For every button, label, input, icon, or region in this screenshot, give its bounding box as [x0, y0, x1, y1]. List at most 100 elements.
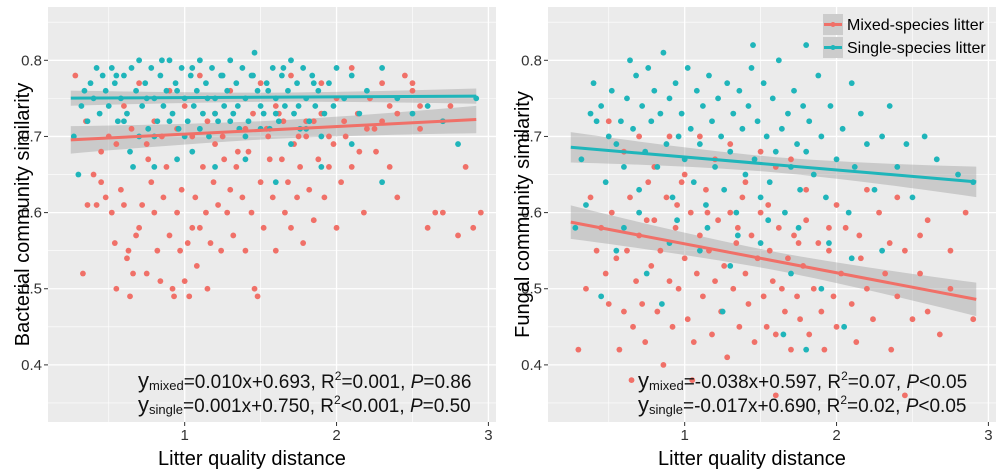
- data-point-single: [734, 232, 741, 239]
- data-point-mixed: [730, 285, 737, 292]
- data-point-single: [690, 179, 697, 186]
- data-point-mixed: [148, 179, 155, 186]
- data-point-mixed: [181, 103, 188, 109]
- data-point-single: [727, 148, 734, 155]
- data-point-single: [157, 72, 164, 79]
- data-point-mixed: [636, 133, 643, 140]
- data-point-single: [721, 186, 728, 193]
- data-point-single: [605, 133, 612, 140]
- data-point-single: [148, 65, 155, 71]
- y-tick-label: 0.7: [21, 128, 42, 145]
- data-point-single: [280, 65, 287, 71]
- data-point-mixed: [186, 293, 193, 300]
- data-point-single: [621, 164, 627, 170]
- data-point-mixed: [218, 247, 225, 254]
- data-point-single: [174, 87, 180, 94]
- data-point-mixed: [605, 118, 612, 125]
- data-point-mixed: [128, 125, 135, 132]
- data-point-mixed: [102, 194, 109, 201]
- data-point-mixed: [160, 194, 167, 201]
- data-point-single: [643, 270, 650, 277]
- data-point-single: [745, 103, 752, 109]
- data-point-mixed: [93, 202, 100, 208]
- data-point-mixed: [417, 103, 423, 109]
- data-point-mixed: [409, 80, 416, 87]
- data-point-mixed: [130, 270, 136, 277]
- y-tick-label: 0.5: [521, 281, 542, 298]
- data-point-single: [282, 103, 288, 109]
- data-point-single: [886, 103, 893, 109]
- data-point-mixed: [678, 179, 685, 186]
- data-point-single: [772, 148, 779, 155]
- data-point-single: [227, 57, 234, 64]
- data-point-single: [879, 247, 886, 254]
- regression-equations: ymixed=0.010x+0.693, R2=0.001, P=0.86ysi…: [138, 368, 471, 417]
- data-point-single: [839, 125, 846, 132]
- legend-point-icon: [830, 22, 836, 27]
- data-point-single: [757, 240, 764, 246]
- data-point-single: [857, 110, 864, 117]
- data-point-mixed: [373, 148, 379, 155]
- grid-lines: [548, 7, 996, 422]
- data-point-single: [704, 224, 711, 231]
- data-point-mixed: [447, 103, 454, 109]
- bacterial-panel: 1 2 3 0.4 0.5 0.6 0.7 0.8 Litter quality dista…: [12, 7, 496, 470]
- data-point-mixed: [318, 80, 325, 87]
- data-point-single: [706, 72, 712, 79]
- data-point-mixed: [864, 186, 870, 193]
- y-axis-title: Bacterial community similarity: [12, 83, 34, 346]
- x-tick-label: 1: [681, 427, 689, 444]
- data-point-mixed: [462, 164, 469, 170]
- data-point-single: [693, 87, 700, 94]
- data-point-single: [715, 95, 721, 102]
- data-point-single: [782, 209, 788, 216]
- data-point-single: [675, 133, 682, 140]
- data-point-mixed: [947, 247, 954, 254]
- data-point-mixed: [815, 240, 822, 246]
- fungal-panel: 1 2 3 0.4 0.5 0.6 0.7 0.8 Litter quality dista…: [512, 7, 996, 470]
- data-point-single: [158, 57, 165, 64]
- data-point-single: [818, 285, 825, 292]
- data-point-single: [409, 110, 416, 117]
- data-point-single: [265, 87, 272, 94]
- data-point-single: [955, 171, 961, 178]
- data-point-mixed: [704, 209, 711, 216]
- data-point-single: [657, 110, 664, 117]
- data-point-mixed: [348, 65, 355, 71]
- data-point-single: [775, 57, 782, 64]
- data-point-single: [127, 148, 133, 155]
- data-point-single: [736, 87, 743, 94]
- data-point-mixed: [803, 217, 810, 224]
- data-point-mixed: [721, 262, 728, 269]
- data-point-mixed: [769, 278, 776, 285]
- data-point-mixed: [788, 346, 794, 353]
- data-point-mixed: [772, 331, 779, 338]
- equation-mixed: ymixed=-0.038x+0.597, R2=0.07, P<0.05: [638, 368, 967, 393]
- data-point-mixed: [795, 240, 802, 246]
- data-point-mixed: [669, 323, 676, 330]
- data-point-single: [833, 156, 840, 163]
- data-point-single: [169, 110, 176, 117]
- data-point-single: [933, 156, 940, 163]
- data-point-single: [651, 87, 658, 94]
- data-point-mixed: [455, 232, 461, 239]
- data-point-mixed: [648, 262, 655, 269]
- data-point-mixed: [169, 285, 176, 292]
- data-point-single: [696, 247, 703, 254]
- data-point-single: [121, 118, 127, 125]
- data-point-single: [587, 110, 594, 117]
- data-point-single: [200, 110, 206, 117]
- data-point-single: [93, 65, 100, 71]
- legend-point-icon: [830, 45, 836, 50]
- legend-item-single: Single-species litter: [823, 37, 986, 58]
- data-point-mixed: [962, 209, 969, 216]
- data-point-single: [209, 65, 215, 71]
- data-point-single: [894, 164, 901, 170]
- data-point-mixed: [654, 308, 661, 315]
- data-point-single: [251, 49, 258, 56]
- data-point-single: [724, 80, 731, 87]
- y-tick-label: 0.6: [21, 205, 42, 222]
- data-point-mixed: [751, 339, 758, 345]
- data-point-single: [318, 164, 325, 170]
- data-point-single: [739, 125, 746, 132]
